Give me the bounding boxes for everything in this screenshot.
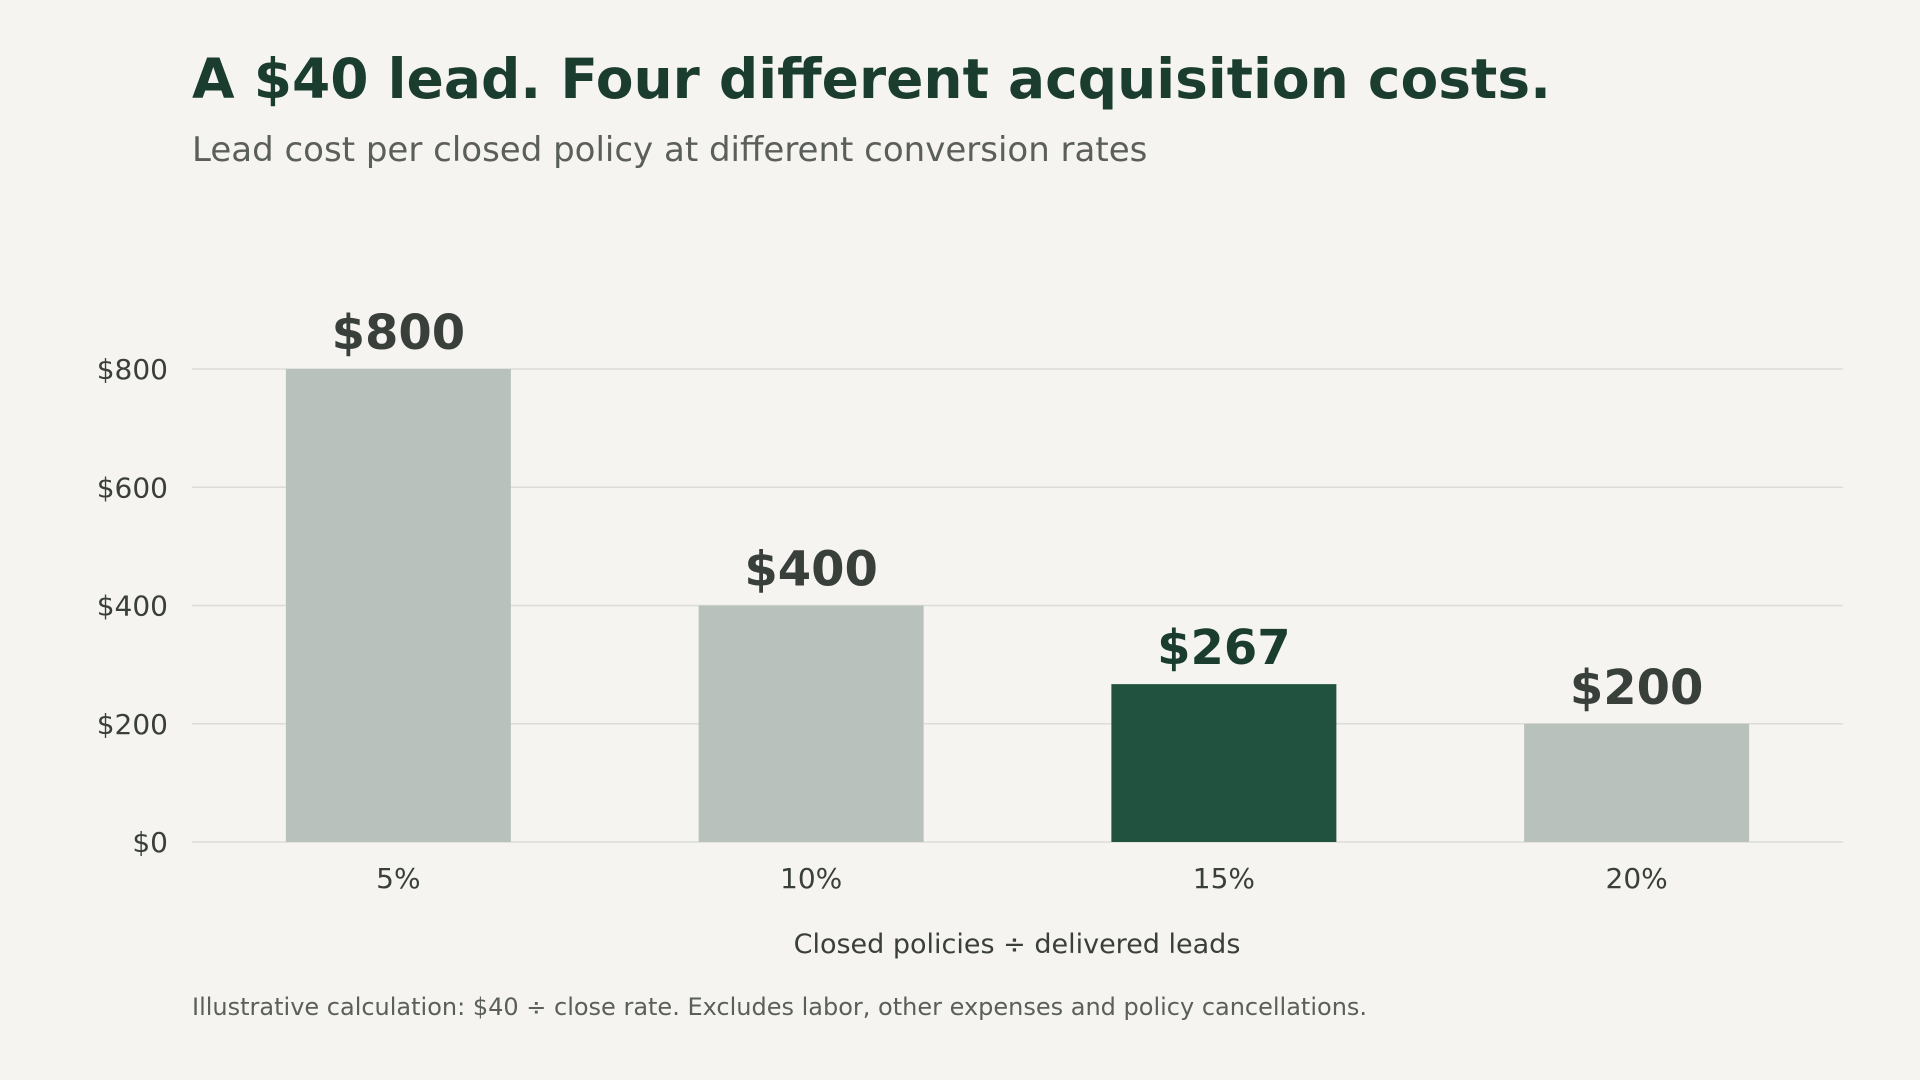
x-tick-label: 20% — [1606, 862, 1668, 895]
x-tick-label: 10% — [780, 862, 842, 895]
y-tick-label: $600 — [97, 471, 168, 504]
x-tick-label: 15% — [1193, 862, 1255, 895]
bar-20pct — [1524, 723, 1750, 842]
x-axis-ticks: 5% 10% 15% 20% — [376, 862, 1668, 895]
bar-chart: $0 $200 $400 $600 $800 $800 $400 $267 $200 5% 10… — [97, 305, 1843, 960]
bar-value-label: $400 — [744, 542, 878, 598]
bars — [285, 369, 1750, 842]
bar-10pct — [698, 605, 924, 842]
footnote: Illustrative calculation: $40 ÷ close ra… — [192, 993, 1368, 1021]
y-tick-label: $0 — [132, 826, 168, 859]
bar-15pct — [1111, 684, 1337, 842]
y-tick-label: $200 — [97, 708, 168, 741]
chart-title: A $40 lead. Four different acquisition c… — [192, 47, 1551, 111]
y-tick-label: $800 — [97, 353, 168, 386]
x-axis-label: Closed policies ÷ delivered leads — [794, 929, 1241, 960]
chart-subtitle: Lead cost per closed policy at different… — [192, 130, 1148, 170]
bar-value-label: $267 — [1157, 620, 1291, 676]
y-axis-ticks: $0 $200 $400 $600 $800 — [97, 353, 168, 859]
x-tick-label: 5% — [376, 862, 420, 895]
value-labels: $800 $400 $267 $200 — [332, 305, 1704, 716]
bar-value-label: $800 — [332, 305, 466, 361]
y-tick-label: $400 — [97, 590, 168, 623]
bar-5pct — [285, 369, 511, 842]
bar-value-label: $200 — [1570, 660, 1704, 716]
